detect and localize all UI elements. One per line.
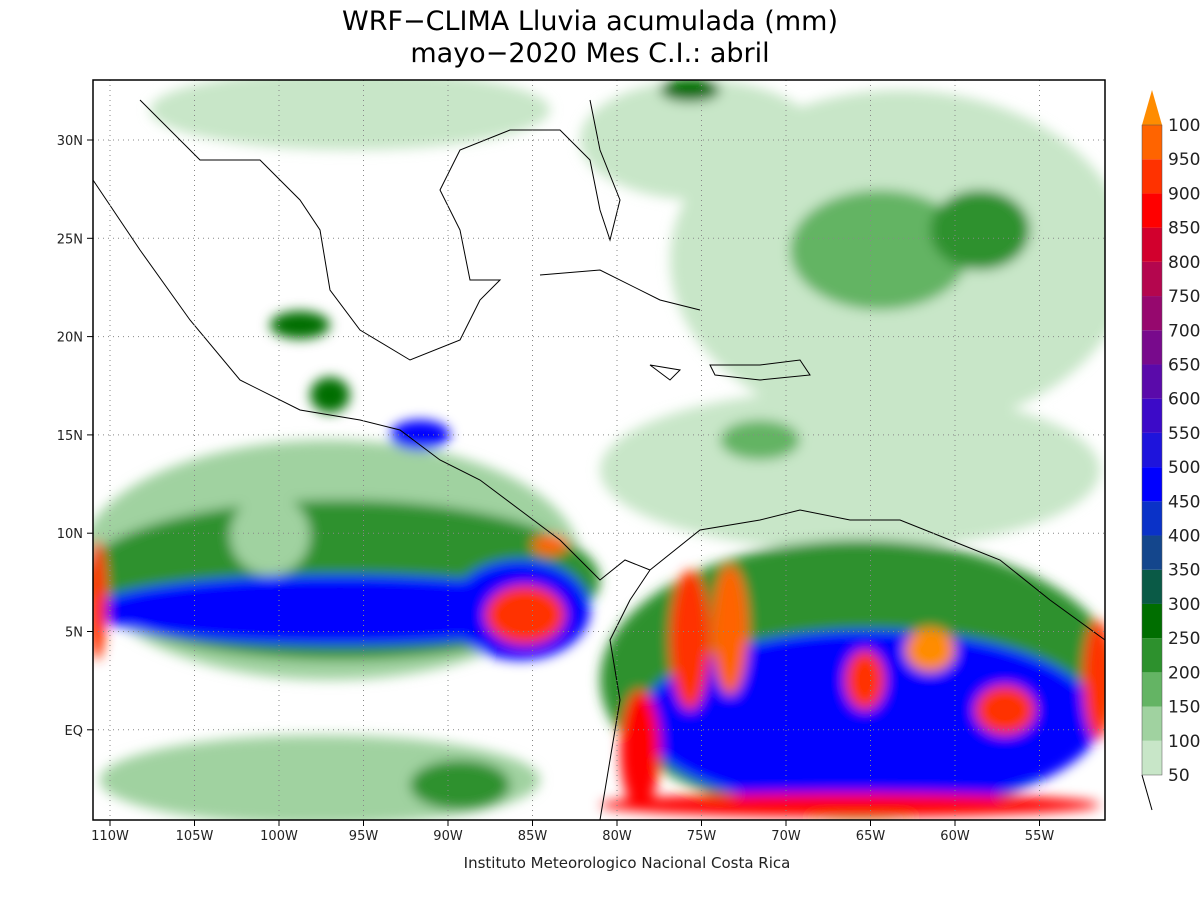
colorbar-label: 450 bbox=[1168, 492, 1200, 512]
rain-area bbox=[712, 565, 748, 695]
rain-area bbox=[310, 377, 350, 413]
x-tick-label: 60W bbox=[940, 829, 970, 844]
rain-area bbox=[930, 190, 1030, 270]
rain-area bbox=[1083, 620, 1105, 740]
colorbar-arrow bbox=[1141, 774, 1153, 811]
colorbar-segment bbox=[1142, 740, 1162, 775]
colorbar-segment bbox=[1142, 159, 1162, 194]
colorbar-frame bbox=[1141, 124, 1163, 776]
colorbar-label: 500 bbox=[1168, 458, 1200, 478]
x-tick-label: 100W bbox=[260, 829, 298, 844]
colorbar-label: 850 bbox=[1168, 219, 1200, 239]
colorbar-label: 250 bbox=[1168, 629, 1200, 649]
x-tick-label: 70W bbox=[771, 829, 801, 844]
rain-area bbox=[390, 420, 450, 450]
colorbar-label: 800 bbox=[1168, 253, 1200, 273]
x-tick-label: 65W bbox=[856, 829, 886, 844]
colorbar-label: 200 bbox=[1168, 663, 1200, 683]
rain-area bbox=[790, 190, 970, 310]
axis-ticks: 110W 105W 100W 95W 90W 85W 80W 75W 70W 65W 60W 55W 3… bbox=[57, 134, 1055, 844]
rain-area bbox=[975, 685, 1035, 735]
y-tick-label: 20N bbox=[57, 331, 83, 346]
precip-field bbox=[93, 80, 1105, 820]
colorbar-segment bbox=[1142, 227, 1162, 262]
y-tick-label: 30N bbox=[57, 134, 83, 149]
coastlines bbox=[93, 99, 1105, 820]
colorbar: 50 100 150 200 250 300 350 400 450 500 550 600 650 70… bbox=[1141, 90, 1200, 811]
colorbar-segment bbox=[1142, 364, 1162, 399]
rain-area bbox=[532, 535, 568, 555]
map-frame bbox=[92, 79, 1106, 821]
colorbar-label: 750 bbox=[1168, 287, 1200, 307]
rain-area bbox=[600, 793, 1100, 817]
rain-area bbox=[410, 760, 510, 810]
y-tick-label: 15N bbox=[57, 429, 83, 444]
colorbar-label: 100 bbox=[1168, 116, 1200, 136]
rain-area bbox=[670, 570, 710, 710]
rain-area bbox=[93, 540, 107, 660]
colorbar-label: 600 bbox=[1168, 390, 1200, 410]
colorbar-segment bbox=[1142, 432, 1162, 468]
x-tick-label: 90W bbox=[433, 829, 463, 844]
colorbar-segment bbox=[1142, 501, 1162, 536]
colorbar-label: 900 bbox=[1168, 184, 1200, 204]
colorbar-segment bbox=[1142, 398, 1162, 433]
colorbar-label: 650 bbox=[1168, 355, 1200, 375]
rain-area bbox=[150, 80, 550, 150]
y-tick-label: 5N bbox=[65, 626, 83, 641]
colorbar-segment bbox=[1142, 706, 1162, 741]
y-tick-label: 25N bbox=[57, 232, 83, 247]
colorbar-segment bbox=[1142, 569, 1162, 604]
colorbar-label: 300 bbox=[1168, 595, 1200, 615]
colorbar-segment bbox=[1142, 467, 1162, 502]
y-tick-label: 10N bbox=[57, 527, 83, 542]
colorbar-segment bbox=[1142, 603, 1162, 639]
rain-area bbox=[580, 80, 820, 200]
colorbar-segment bbox=[1142, 261, 1162, 297]
rain-area bbox=[620, 690, 660, 810]
x-tick-label: 80W bbox=[602, 829, 632, 844]
colorbar-segment bbox=[1142, 296, 1162, 331]
x-tick-label: 105W bbox=[176, 829, 214, 844]
colorbar-segment bbox=[1142, 535, 1162, 570]
rain-area bbox=[905, 628, 955, 672]
x-tick-label: 85W bbox=[518, 829, 548, 844]
rain-area bbox=[660, 80, 720, 102]
colorbar-label: 50 bbox=[1168, 766, 1190, 786]
colorbar-segment bbox=[1142, 672, 1162, 707]
colorbar-label: 550 bbox=[1168, 424, 1200, 444]
colorbar-label: 350 bbox=[1168, 561, 1200, 581]
colorbar-label: 100 bbox=[1168, 732, 1200, 752]
colorbar-label: 400 bbox=[1168, 527, 1200, 547]
x-tick-label: 110W bbox=[91, 829, 129, 844]
x-tick-label: 55W bbox=[1025, 829, 1055, 844]
colorbar-label: 700 bbox=[1168, 321, 1200, 341]
rain-area bbox=[230, 495, 310, 575]
footer: Instituto Meteorologico Nacional Costa R… bbox=[464, 854, 791, 872]
colorbar-segment bbox=[1142, 193, 1162, 228]
colorbar-label: 150 bbox=[1168, 698, 1200, 718]
rain-area bbox=[720, 420, 800, 460]
colorbar-segment bbox=[1142, 638, 1162, 673]
colorbar-label: 950 bbox=[1168, 150, 1200, 170]
y-tick-label: EQ bbox=[65, 724, 83, 739]
rain-area bbox=[485, 585, 565, 645]
colorbar-segment bbox=[1142, 125, 1162, 160]
x-tick-label: 95W bbox=[349, 829, 379, 844]
title-line: WRF−CLIMA Lluvia acumulada (mm) bbox=[342, 6, 838, 37]
colorbar-arrow bbox=[1142, 90, 1162, 125]
rain-area bbox=[600, 390, 1100, 550]
grid bbox=[93, 80, 1105, 820]
x-tick-label: 75W bbox=[687, 829, 717, 844]
colorbar-segment bbox=[1142, 330, 1162, 365]
rain-area bbox=[270, 311, 330, 339]
rain-area bbox=[845, 650, 885, 710]
title-line: mayo−2020 Mes C.I.: abril bbox=[410, 38, 769, 69]
